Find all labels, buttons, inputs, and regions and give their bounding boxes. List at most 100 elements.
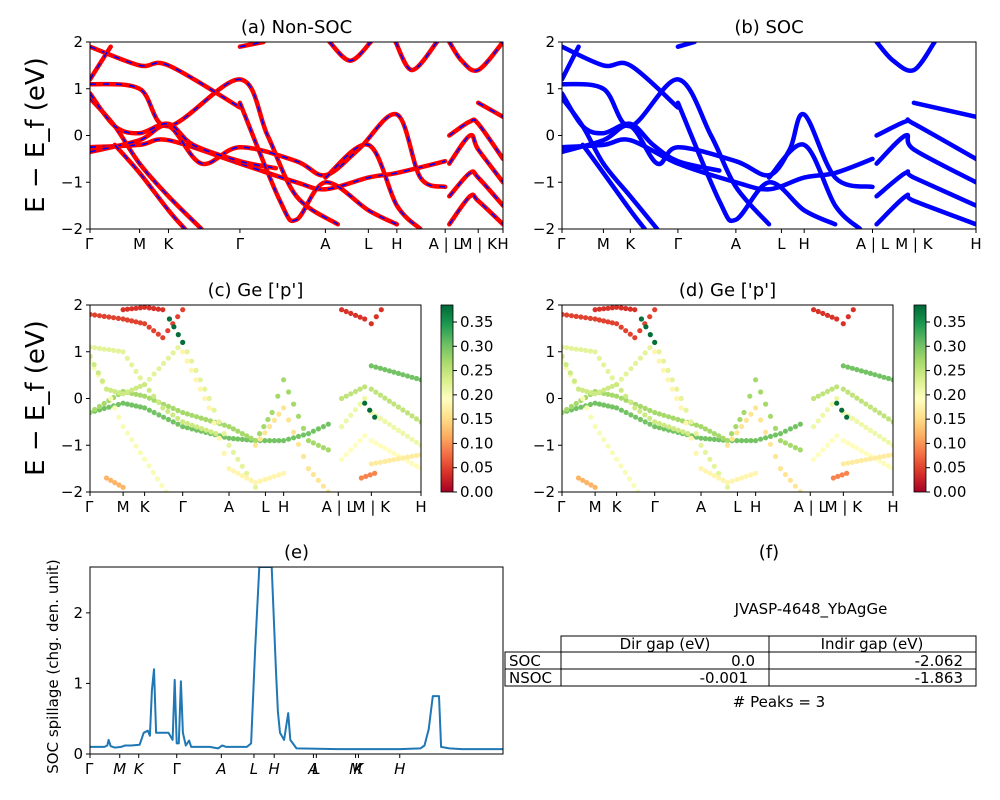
band-line [562, 44, 681, 110]
band-point [564, 345, 570, 351]
band-point [637, 403, 644, 409]
band-line [90, 91, 279, 171]
band-point [666, 414, 672, 420]
y-tick-label: 0 [73, 127, 83, 145]
band-point [573, 400, 579, 407]
band-point [782, 428, 789, 434]
x-tick-label: A | L [856, 235, 890, 253]
band-point [763, 435, 769, 441]
x-tick-label: H [497, 235, 508, 253]
band-point [372, 414, 378, 420]
band-point [180, 307, 186, 313]
band-line [562, 91, 722, 173]
band-point [175, 407, 181, 414]
band-point [295, 441, 302, 447]
band-point [829, 386, 835, 392]
band-point [382, 445, 388, 451]
band-point [226, 442, 232, 448]
x-tick-label: Γ [651, 498, 660, 516]
band-point [239, 431, 245, 437]
band-point [146, 463, 152, 469]
band-point [605, 368, 611, 374]
band-point [698, 424, 704, 430]
band-point [739, 438, 745, 444]
band-line [874, 42, 937, 74]
band-line [562, 44, 581, 82]
band-point [352, 312, 359, 318]
band-line [90, 44, 243, 110]
band-point [382, 395, 388, 401]
band-point [797, 421, 803, 427]
y-tick-label: 1 [545, 343, 555, 361]
band-point [683, 420, 689, 426]
band-point [418, 442, 421, 448]
band-point [382, 418, 388, 424]
x-tick-label: H [391, 235, 402, 253]
band-point [601, 362, 607, 368]
band-point [281, 438, 287, 444]
table-cell: -2.062 [915, 652, 963, 670]
band-point [763, 401, 769, 407]
band-point [678, 405, 684, 411]
band-point [876, 454, 883, 460]
band-point [834, 433, 840, 439]
band-line-dash [90, 78, 339, 225]
band-point [146, 376, 152, 382]
band-point [96, 313, 103, 319]
band-point [724, 484, 731, 490]
band-point [592, 424, 598, 430]
band-point [758, 417, 764, 423]
band-line-dash [90, 97, 203, 229]
band-point [108, 395, 114, 402]
panel-e-ylabel: SOC spillage (chg. den. unit) [44, 559, 62, 774]
band-point [400, 407, 406, 413]
band-point [609, 305, 615, 311]
band-point [165, 355, 171, 361]
band-point [716, 433, 722, 439]
band-point [563, 362, 569, 368]
band-point [115, 401, 121, 408]
band-point [409, 460, 415, 467]
band-point [133, 443, 139, 449]
band-point [792, 424, 799, 430]
band-point [120, 349, 126, 355]
band-point [106, 314, 112, 320]
band-point [573, 346, 579, 352]
band-point [129, 318, 135, 324]
band-point [767, 413, 774, 419]
band-point [155, 399, 161, 405]
band-point [881, 460, 887, 467]
band-point [99, 378, 105, 384]
band-point [339, 424, 345, 430]
y-tick-label: −2 [533, 220, 555, 238]
band-point [343, 393, 349, 399]
band-point [137, 305, 143, 311]
band-line-dash [90, 46, 112, 80]
band-point [628, 366, 634, 372]
band-point [221, 450, 227, 456]
band-point [404, 410, 411, 416]
band-point [146, 407, 152, 413]
band-point [829, 314, 835, 320]
band-point [824, 312, 831, 318]
band-line-dash [114, 144, 186, 229]
band-point [890, 452, 893, 458]
band-point [815, 308, 821, 315]
x-tick-label: L [777, 235, 786, 253]
band-point [820, 412, 826, 418]
band-point [188, 358, 195, 364]
band-point [609, 320, 615, 326]
y-tick-label: 2 [545, 33, 555, 51]
band-point [748, 438, 754, 444]
band-point [716, 475, 722, 481]
band-point [605, 403, 611, 409]
band-point [863, 401, 869, 407]
band-point [601, 318, 607, 324]
band-point [202, 386, 208, 392]
band-point [305, 431, 312, 437]
band-point [707, 456, 713, 462]
band-line-dash [239, 42, 264, 48]
band-point [315, 426, 321, 432]
x-tick-label: K [612, 498, 623, 516]
band-point [652, 339, 658, 345]
